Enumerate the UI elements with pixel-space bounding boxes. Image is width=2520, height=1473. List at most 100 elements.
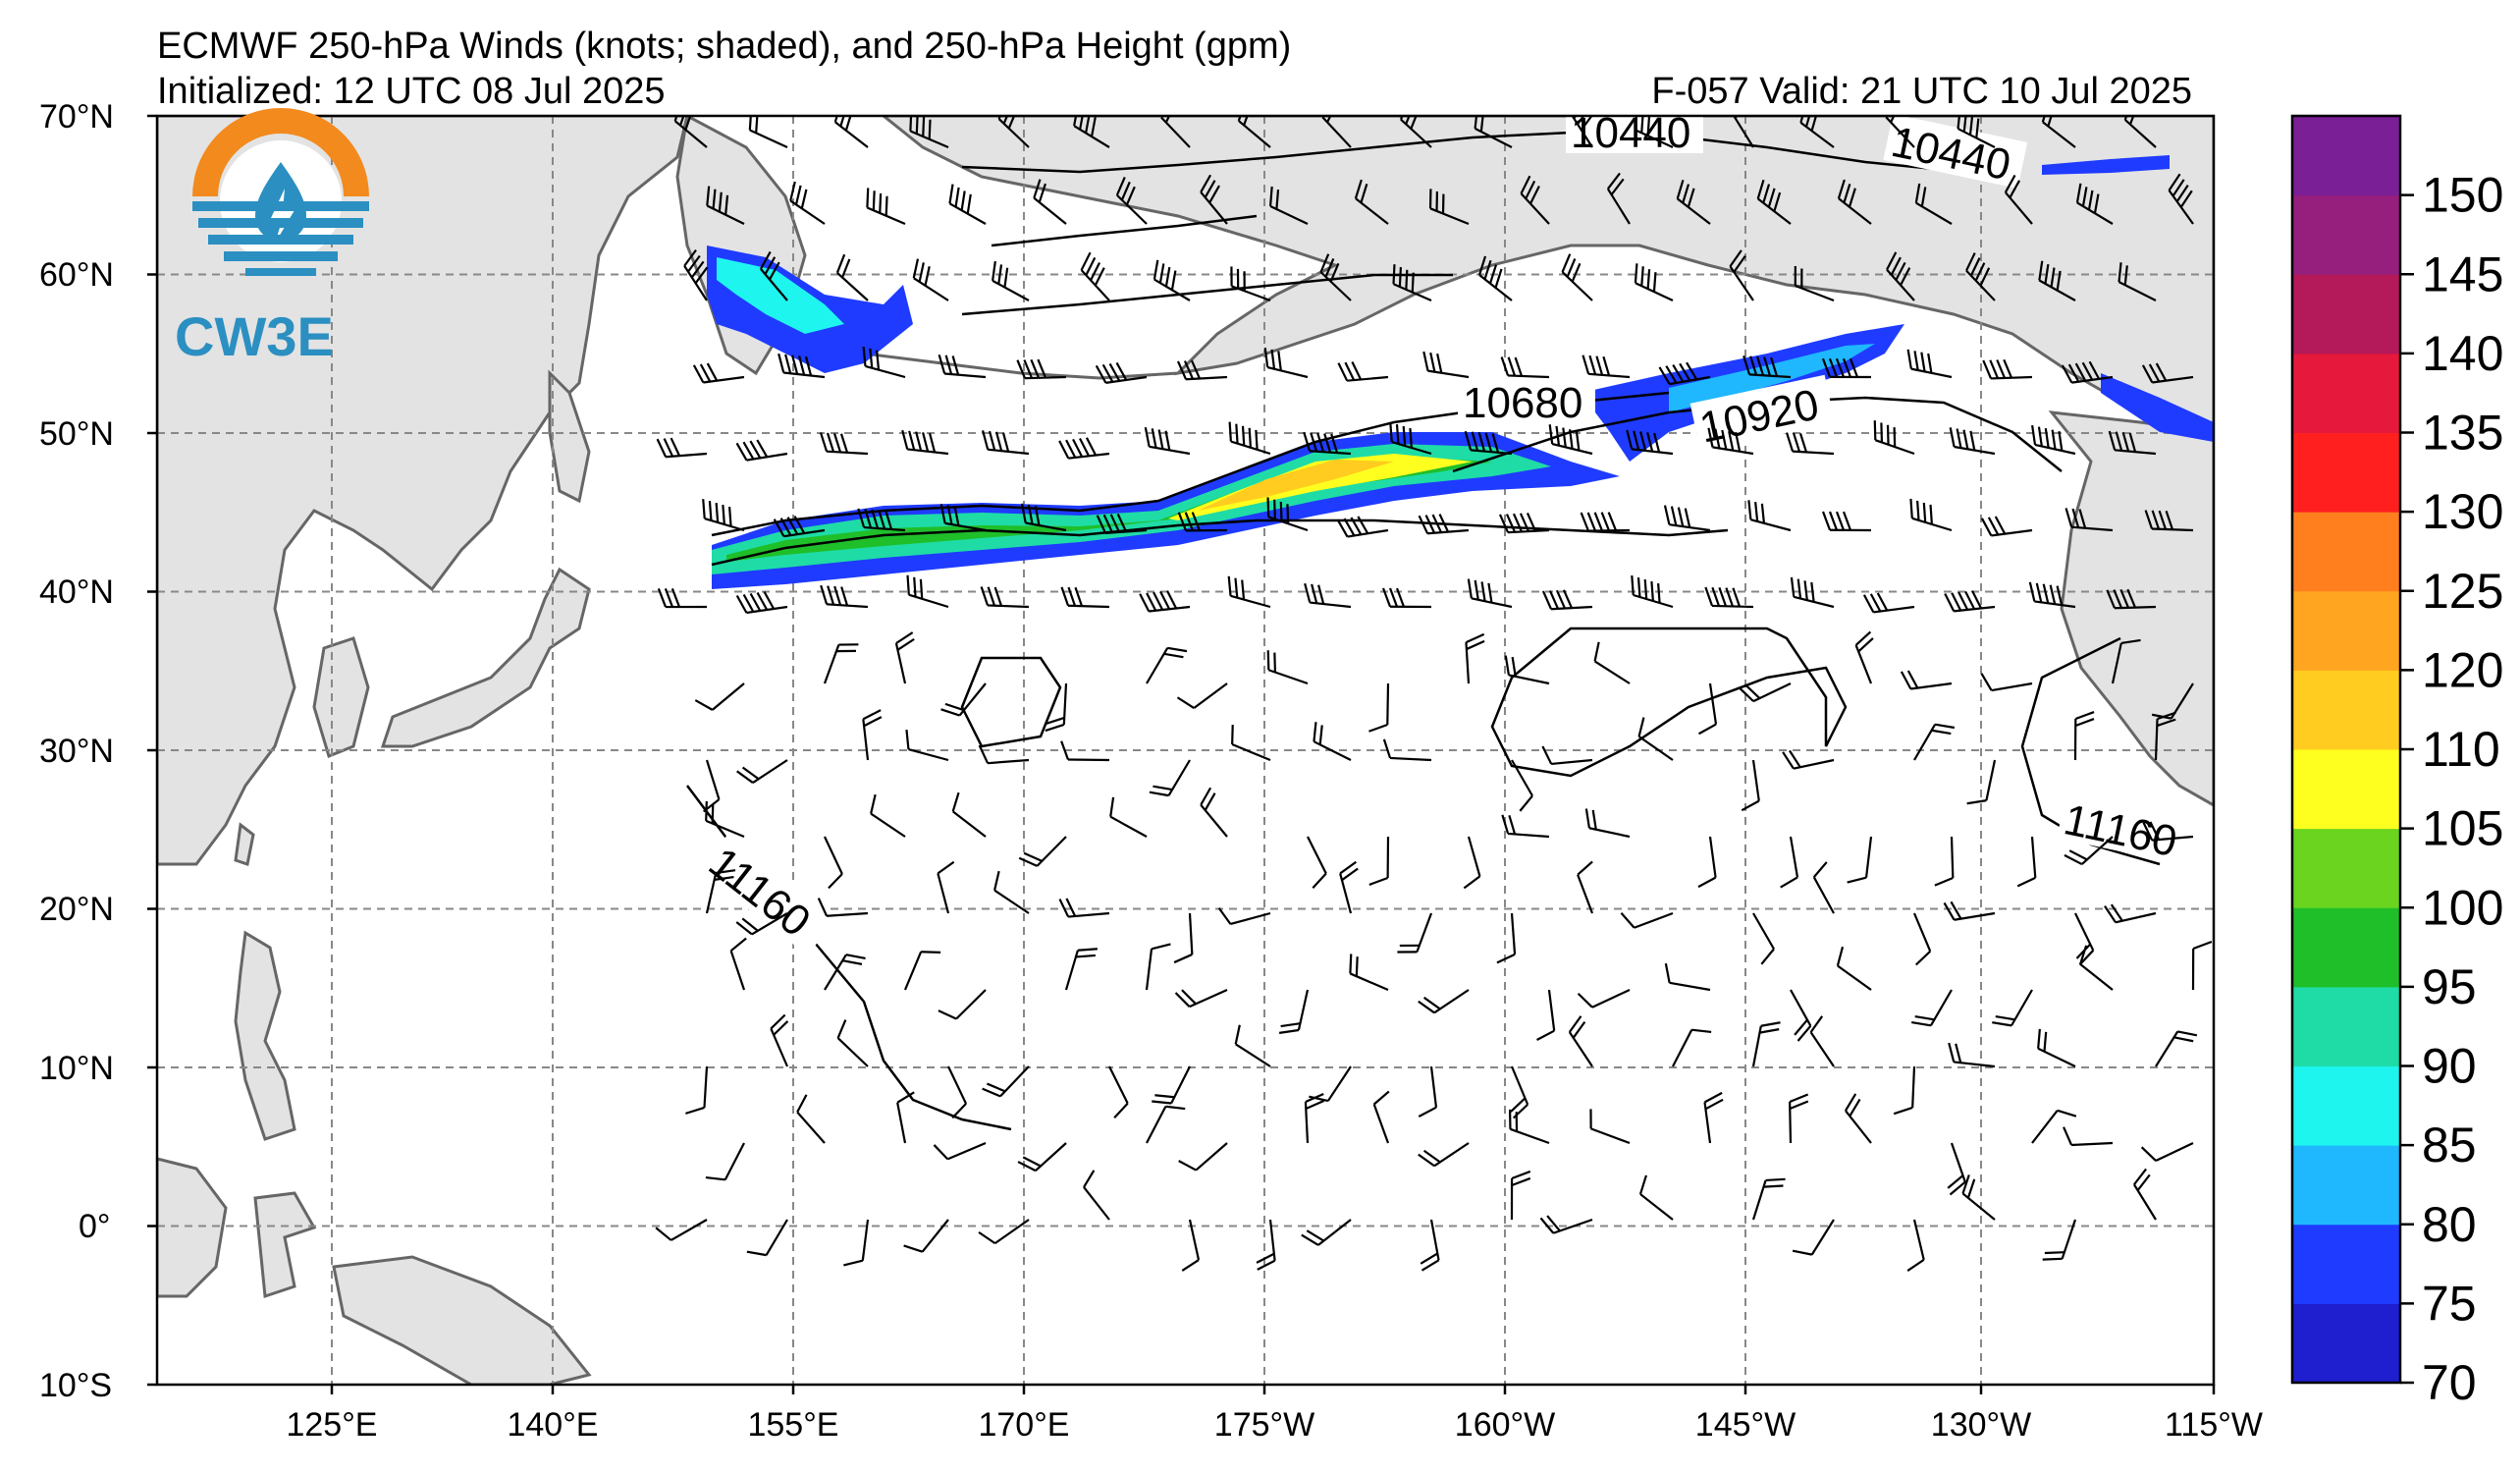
colorbar-tick-label: 80 — [2422, 1197, 2477, 1252]
wind-barb — [2191, 940, 2213, 991]
lat-label-10S: 10°S — [39, 1367, 112, 1404]
colorbar-segment — [2292, 353, 2400, 433]
wind-barb — [978, 744, 1030, 765]
wind-barb — [905, 730, 949, 762]
wind-barb — [1732, 116, 1754, 148]
wind-barb — [939, 504, 987, 532]
wind-barb — [1349, 954, 1389, 992]
wind-barb — [2106, 588, 2157, 610]
contour-label-10680: 10680 — [1463, 379, 1582, 427]
wind-barb — [1561, 253, 1593, 301]
wind-barb — [1465, 632, 1485, 684]
wind-barb — [735, 590, 788, 615]
wind-barb — [1780, 836, 1799, 889]
wind-barb — [1961, 1174, 1996, 1221]
wind-barb — [1073, 116, 1110, 148]
wind-barb — [947, 1065, 968, 1119]
wind-barb — [1794, 265, 1835, 302]
logo-text: CW3E — [175, 305, 334, 367]
wind-barb — [1173, 912, 1194, 964]
wind-barb — [2118, 262, 2157, 301]
wind-barb — [770, 1013, 789, 1067]
wind-barb — [1944, 590, 1996, 613]
wind-barb — [1159, 116, 1191, 148]
lat-label-50N: 50°N — [39, 415, 114, 453]
wind-barb — [1153, 259, 1191, 301]
latitude-axis: 70°N 60°N 50°N 40°N 30°N 20°N 10°N 0° 10… — [39, 98, 157, 1404]
wind-barb — [1729, 249, 1754, 301]
logo-lightning — [271, 189, 295, 244]
lon-label-170E: 170°E — [978, 1406, 1069, 1444]
wind-barb — [1339, 860, 1359, 914]
wind-barb — [906, 574, 949, 609]
wind-barb — [1508, 1109, 1550, 1145]
wind-barb — [817, 898, 869, 917]
wind-barb — [1634, 116, 1674, 148]
wind-barb — [982, 1065, 1030, 1098]
wind-barb — [1854, 630, 1874, 684]
initialized-time: Initialized: 12 UTC 08 Jul 2025 — [157, 71, 666, 112]
wind-barb — [1178, 1142, 1228, 1172]
wind-barb — [1664, 962, 1711, 992]
wind-barb — [1980, 673, 2033, 692]
wind-barb — [705, 800, 745, 839]
wind-barb — [1060, 740, 1110, 762]
wind-barb — [938, 354, 987, 379]
wind-barb — [1467, 578, 1513, 609]
wind-barb — [1145, 943, 1171, 991]
wind-barb — [1144, 426, 1191, 456]
wind-barb — [2028, 581, 2076, 609]
wind-barb — [1790, 989, 1812, 1042]
wind-barb — [1862, 592, 1915, 614]
wind-barb — [937, 860, 955, 914]
wind-barb — [1741, 759, 1760, 812]
wind-barb — [1368, 836, 1390, 886]
wind-barb — [2031, 424, 2076, 456]
wind-barb — [1626, 429, 1674, 456]
wind-barb — [1278, 989, 1310, 1034]
wind-barb — [1886, 251, 1915, 301]
wind-barb — [1520, 175, 1550, 225]
colorbar-tick-label: 140 — [2422, 326, 2503, 381]
land-philippines — [234, 930, 296, 1141]
colorbar-tick-label: 120 — [2422, 642, 2503, 697]
wind-barb — [685, 1065, 709, 1115]
wind-barb — [1906, 1219, 1925, 1272]
colorbar-tick-label: 105 — [2422, 801, 2503, 856]
wind-barb — [1266, 497, 1309, 532]
wind-barb — [1672, 1028, 1712, 1067]
wind-barb — [1496, 912, 1517, 964]
wind-barb — [1217, 907, 1271, 926]
colorbar: 70 75 80 85 90 95 100 105 110 120 125 130 135 140 145 1… — [2290, 114, 2503, 1410]
wind-barb — [1982, 358, 2033, 380]
wind-barb — [1152, 1065, 1191, 1105]
wind-barb — [1536, 989, 1556, 1042]
wind-barb — [777, 353, 826, 379]
contour-label-10440-a: 10440 — [1571, 109, 1690, 157]
wind-barb — [1146, 1105, 1186, 1144]
wind-barb — [1965, 252, 1996, 301]
wind-barb — [1428, 189, 1470, 226]
colorbar-tick-label: 125 — [2422, 564, 2503, 619]
wind-barb — [1418, 1142, 1470, 1168]
wind-barb — [1799, 116, 1835, 148]
wind-barb — [1115, 176, 1148, 225]
wind-barb — [2037, 1028, 2076, 1067]
wind-barb — [1957, 116, 1996, 148]
wind-barb — [903, 951, 941, 991]
colorbar-tick-label: 70 — [2422, 1355, 2477, 1410]
wind-barb — [862, 346, 906, 379]
wind-barb — [1584, 808, 1631, 839]
land-korea — [312, 636, 370, 759]
wind-barb — [933, 1141, 987, 1161]
colorbar-tick-label: 75 — [2422, 1276, 2477, 1331]
wind-barb — [1064, 948, 1098, 991]
wind-barb — [1392, 264, 1432, 302]
wind-barb — [1139, 590, 1191, 613]
wind-barb — [1228, 421, 1271, 456]
wind-barb — [1309, 1065, 1352, 1103]
wind-barb — [1812, 861, 1835, 914]
wind-barb — [2004, 174, 2033, 225]
valid-time: F-057 Valid: 21 UTC 10 Jul 2025 — [1651, 71, 2192, 112]
colorbar-tick-label: 145 — [2422, 246, 2503, 301]
